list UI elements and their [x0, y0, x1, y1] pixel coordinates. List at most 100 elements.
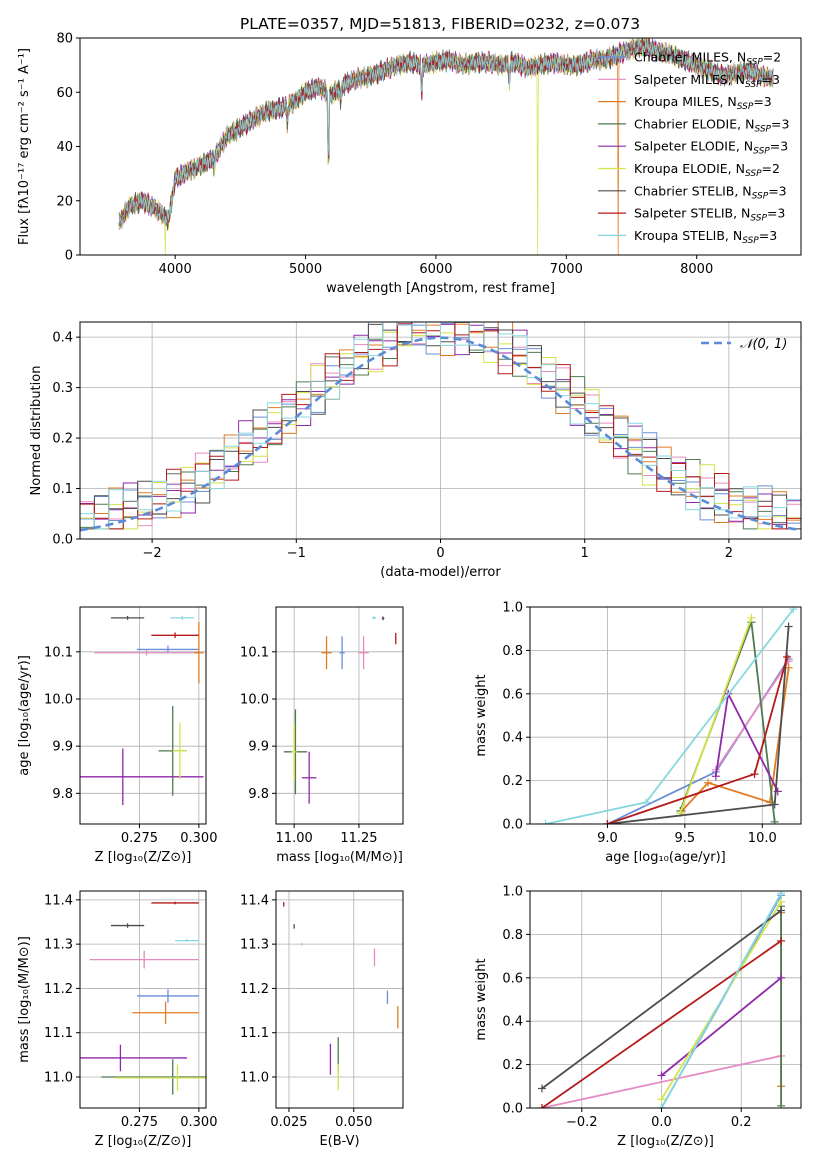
x-tick-label: 10.0 — [748, 831, 777, 846]
plot-area-spectrum — [118, 38, 774, 255]
axes-frame — [275, 606, 404, 825]
x-tick-label: 1 — [581, 546, 589, 561]
plot-area-weight_vs_age — [541, 607, 798, 824]
y-tick-label: 0.1 — [52, 482, 73, 497]
x-tick-label: 0 — [436, 546, 444, 561]
y-tick-label: 0.8 — [502, 928, 523, 943]
weight-line — [541, 940, 782, 1108]
y-tick-label: 0.0 — [502, 1102, 523, 1117]
weight-line — [660, 977, 782, 1077]
axes-residuals: −2 −1 0 1 2 0.0 0.1 0.2 0.3 0.4 (data-model)/error… — [29, 321, 802, 580]
y-tick-label: 11.3 — [240, 938, 269, 953]
x-tick-label: 0.275 — [121, 831, 158, 846]
y-tick-label: 11.2 — [44, 982, 73, 997]
x-axis-label: mass [log₁₀(M/M⊙)] — [276, 850, 403, 865]
x-tick-label: −1 — [287, 546, 306, 561]
y-tick-label: 10.1 — [44, 645, 73, 660]
weight-line — [715, 660, 790, 771]
y-tick-label: 0.2 — [502, 774, 523, 789]
y-tick-label: 9.9 — [248, 740, 269, 755]
weight-line — [660, 892, 782, 1108]
y-tick-label: 80 — [56, 32, 73, 47]
x-tick-label: 0.0 — [651, 1115, 672, 1130]
axes-frame — [79, 37, 802, 256]
y-tick-label: 11.0 — [240, 1071, 269, 1086]
legend-entry: 𝒩(0, 1) — [740, 337, 787, 352]
weight-line — [679, 617, 753, 814]
x-axis-label: Z [log₁₀(Z/Z⊙)] — [95, 1134, 192, 1149]
axes-frame — [529, 890, 802, 1109]
axes-age_vs_Z: 0.275 0.300 9.8 9.9 10.0 10.1 Z [log₁₀(Z/Z⊙)] a… — [17, 606, 217, 865]
y-tick-label: 0.4 — [502, 731, 523, 746]
axes-frame — [79, 890, 207, 1109]
y-axis-label: Flux [fλ10⁻¹⁷ erg cm⁻² s⁻¹ A⁻¹] — [17, 48, 32, 245]
residual-legend: 𝒩(0, 1) — [701, 337, 787, 352]
y-axis-label: mass weight — [474, 958, 489, 1040]
y-tick-label: 40 — [56, 140, 73, 155]
legend-entry: Kroupa MILES, NSSP=3 — [634, 94, 772, 112]
y-tick-label: 20 — [56, 194, 73, 209]
legend-entry: Kroupa ELODIE, NSSP=2 — [634, 161, 780, 179]
plot-area-weight_vs_Z — [537, 891, 786, 1108]
plot-layer: 4000 5000 6000 7000 8000020406080wavelength … — [17, 32, 802, 1149]
y-tick-label: 9.8 — [248, 787, 269, 802]
x-tick-label: 0.050 — [335, 1115, 372, 1130]
y-axis-label: mass weight — [474, 674, 489, 756]
normal-curve — [80, 336, 801, 532]
y-tick-label: 0.6 — [502, 971, 523, 986]
axes-age_vs_mass: 11.00 11.25 9.8 9.9 10.0 10.1 mass [log₁₀(M/M⊙… — [240, 606, 404, 865]
y-tick-label: 10.1 — [240, 645, 269, 660]
axes-mass_vs_Z: 0.275 0.300 11.0 11.1 11.2 11.3 11.4 Z [log₁₀(Z… — [17, 890, 217, 1149]
y-tick-label: 0.2 — [52, 432, 73, 447]
x-tick-label: 6000 — [419, 262, 452, 277]
x-tick-label: −2 — [143, 546, 162, 561]
x-tick-label: 0.025 — [270, 1115, 307, 1130]
y-tick-label: 10.0 — [240, 692, 269, 707]
y-tick-label: 60 — [56, 86, 73, 101]
weight-line — [541, 1055, 782, 1108]
legend-entry: Chabrier MILES, NSSP=2 — [634, 50, 781, 68]
spectrum-legend: Chabrier MILES, NSSP=2 Salpeter MILES, NS… — [598, 50, 789, 246]
axes-spectrum: 4000 5000 6000 7000 8000 0 20 40 60 80 wavelength … — [17, 32, 802, 296]
x-tick-label: 7000 — [550, 262, 583, 277]
y-axis-label: age [log₁₀(age/yr)] — [17, 655, 32, 776]
y-tick-label: 11.1 — [240, 1026, 269, 1041]
y-tick-label: 1.0 — [502, 601, 523, 616]
axes-weight_vs_age: 9.0 9.5 10.0 0.0 0.2 0.4 0.6 0.8 1.0 age [log₁₀(a… — [474, 601, 802, 865]
y-tick-label: 11.3 — [44, 938, 73, 953]
y-tick-label: 11.4 — [44, 893, 73, 908]
x-tick-label: 9.5 — [675, 831, 696, 846]
x-tick-label: 0.2 — [731, 1115, 752, 1130]
y-axis-label: Normed distribution — [29, 366, 44, 496]
x-tick-label: 8000 — [680, 262, 713, 277]
x-tick-label: 0.300 — [180, 831, 217, 846]
y-tick-label: 0.4 — [52, 331, 73, 346]
plot-area-mass_vs_ebv — [283, 902, 399, 1091]
legend-entry: Chabrier ELODIE, NSSP=3 — [634, 116, 789, 134]
axes-mass_vs_ebv: 0.025 0.050 11.0 11.1 11.2 11.3 11.4 E(B-V) — [240, 890, 404, 1149]
spectrum-line — [118, 38, 774, 230]
x-tick-label: 4000 — [159, 262, 192, 277]
x-tick-label: 11.25 — [340, 831, 377, 846]
y-tick-label: 0.6 — [502, 687, 523, 702]
x-tick-label: 0.275 — [121, 1115, 158, 1130]
axes-weight_vs_Z: −0.2 0.0 0.2 0.0 0.2 0.4 0.6 0.8 1.0 Z [log₁₀(Z/Z… — [474, 885, 802, 1149]
legend-entry: Salpeter MILES, NSSP=3 — [634, 72, 780, 90]
y-tick-label: 0.4 — [502, 1015, 523, 1030]
y-tick-label: 11.1 — [44, 1026, 73, 1041]
x-tick-label: 5000 — [289, 262, 322, 277]
y-tick-label: 11.4 — [240, 893, 269, 908]
histogram-step — [80, 322, 801, 539]
y-tick-label: 0 — [65, 249, 73, 264]
x-tick-label: −0.2 — [566, 1115, 598, 1130]
plot-area-residuals — [80, 322, 801, 539]
legend-entry: Chabrier STELIB, NSSP=3 — [634, 183, 787, 201]
y-tick-label: 0.0 — [52, 533, 73, 548]
x-axis-label: wavelength [Angstrom, rest frame] — [326, 281, 555, 296]
figure-title: PLATE=0357, MJD=51813, FIBERID=0232, z=0… — [240, 15, 640, 33]
legend-entry: Salpeter ELODIE, NSSP=3 — [634, 139, 788, 157]
y-tick-label: 11.2 — [240, 982, 269, 997]
x-tick-label: 2 — [725, 546, 733, 561]
x-axis-label: age [log₁₀(age/yr)] — [605, 850, 726, 865]
axes-frame — [79, 606, 207, 825]
